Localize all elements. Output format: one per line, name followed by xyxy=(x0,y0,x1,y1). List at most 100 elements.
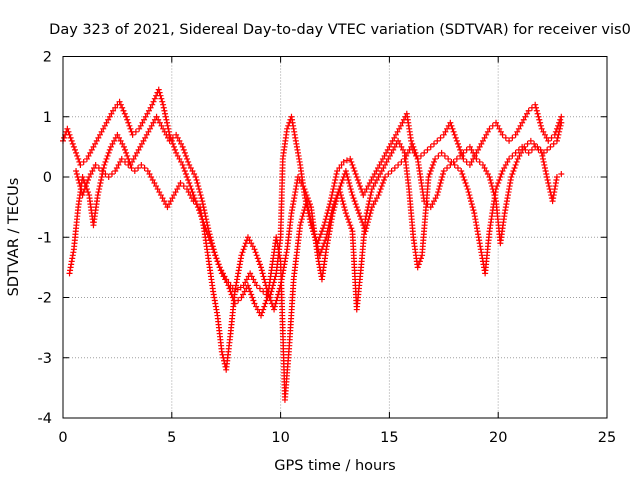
data-point-marker xyxy=(383,158,390,165)
data-point-marker xyxy=(428,164,435,171)
chart-title: Day 323 of 2021, Sidereal Day-to-day VTE… xyxy=(49,22,631,38)
data-point-marker xyxy=(118,155,125,162)
data-point-marker xyxy=(299,213,306,220)
data-point-marker xyxy=(403,152,410,159)
data-point-marker xyxy=(122,158,129,165)
data-point-marker xyxy=(305,198,312,205)
data-point-marker xyxy=(348,225,355,232)
data-point-marker xyxy=(509,152,516,159)
data-point-marker xyxy=(178,158,185,165)
data-point-marker xyxy=(199,198,206,205)
data-point-marker xyxy=(116,134,123,141)
data-point-marker xyxy=(240,246,247,253)
data-point-marker xyxy=(167,198,174,205)
data-point-marker xyxy=(495,180,502,187)
data-point-marker xyxy=(103,155,110,162)
data-point-marker xyxy=(160,104,167,111)
data-point-marker xyxy=(260,306,267,313)
data-point-marker xyxy=(349,161,356,168)
data-point-marker xyxy=(94,192,101,199)
data-point-marker xyxy=(258,267,265,274)
data-point-marker xyxy=(330,186,337,193)
data-point-marker xyxy=(392,131,399,138)
data-point-marker xyxy=(342,210,349,217)
data-point-marker xyxy=(90,143,97,150)
data-point-marker xyxy=(467,195,474,202)
data-point-marker xyxy=(298,216,305,223)
data-point-marker xyxy=(550,140,557,147)
data-point-marker xyxy=(65,128,72,135)
data-point-marker xyxy=(95,189,102,196)
data-point-marker xyxy=(388,149,395,156)
data-point-marker xyxy=(424,146,431,153)
data-point-marker xyxy=(427,143,434,150)
data-point-marker xyxy=(475,146,482,153)
data-point-marker xyxy=(397,122,404,129)
data-point-marker xyxy=(95,134,102,141)
data-point-marker xyxy=(159,98,166,105)
data-point-marker xyxy=(367,195,374,202)
data-point-marker xyxy=(373,167,380,174)
data-point-marker xyxy=(98,128,105,135)
data-point-marker xyxy=(155,86,162,93)
data-point-marker xyxy=(336,164,343,171)
data-point-marker xyxy=(244,282,251,289)
data-point-marker xyxy=(518,149,525,156)
data-point-marker xyxy=(105,149,112,156)
data-point-marker xyxy=(494,183,501,190)
data-point-marker xyxy=(512,131,519,138)
y-tick-label: -3 xyxy=(38,351,52,367)
data-point-marker xyxy=(135,146,142,153)
data-point-marker xyxy=(254,255,261,262)
data-point-marker xyxy=(250,276,257,283)
data-point-marker xyxy=(320,225,327,232)
data-point-marker xyxy=(341,204,348,211)
data-point-marker xyxy=(365,183,372,190)
data-point-marker xyxy=(543,170,550,177)
data-point-marker xyxy=(276,285,283,292)
data-point-marker xyxy=(404,149,411,156)
data-point-marker xyxy=(92,161,99,168)
data-point-marker xyxy=(169,195,176,202)
data-point-marker xyxy=(431,198,438,205)
data-point-marker xyxy=(144,167,151,174)
data-point-marker xyxy=(196,189,203,196)
data-point-marker xyxy=(157,92,164,99)
data-point-marker xyxy=(77,161,84,168)
data-point-marker xyxy=(133,149,140,156)
data-point-marker xyxy=(509,170,516,177)
data-point-marker xyxy=(524,110,531,117)
data-point-marker xyxy=(119,140,126,147)
x-tick-label: 5 xyxy=(167,430,176,446)
data-point-marker xyxy=(452,134,459,141)
x-tick-label: 15 xyxy=(380,430,398,446)
data-point-marker xyxy=(548,134,555,141)
data-point-marker xyxy=(104,152,111,159)
data-point-marker xyxy=(301,186,308,193)
data-point-marker xyxy=(386,152,393,159)
data-point-marker xyxy=(256,261,263,268)
data-point-marker xyxy=(105,174,112,180)
data-point-marker xyxy=(493,119,500,126)
data-point-marker xyxy=(520,116,527,123)
data-point-marker xyxy=(545,137,552,144)
data-point-marker xyxy=(187,192,194,199)
data-point-marker xyxy=(354,207,361,214)
data-point-marker xyxy=(213,255,220,262)
data-point-marker xyxy=(272,300,279,307)
data-point-marker xyxy=(188,195,195,202)
data-point-marker xyxy=(147,104,154,111)
data-point-marker xyxy=(473,155,480,162)
data-point-marker xyxy=(534,143,541,150)
data-point-marker xyxy=(354,177,361,184)
plot-markers xyxy=(60,86,565,403)
data-point-marker xyxy=(545,180,552,187)
data-point-marker xyxy=(128,164,135,171)
data-point-marker xyxy=(174,134,181,141)
data-point-marker xyxy=(350,195,357,202)
data-point-marker xyxy=(258,264,265,271)
data-point-marker xyxy=(468,146,475,153)
data-point-marker xyxy=(198,195,205,202)
data-point-marker xyxy=(514,155,521,162)
data-point-marker xyxy=(130,155,137,162)
